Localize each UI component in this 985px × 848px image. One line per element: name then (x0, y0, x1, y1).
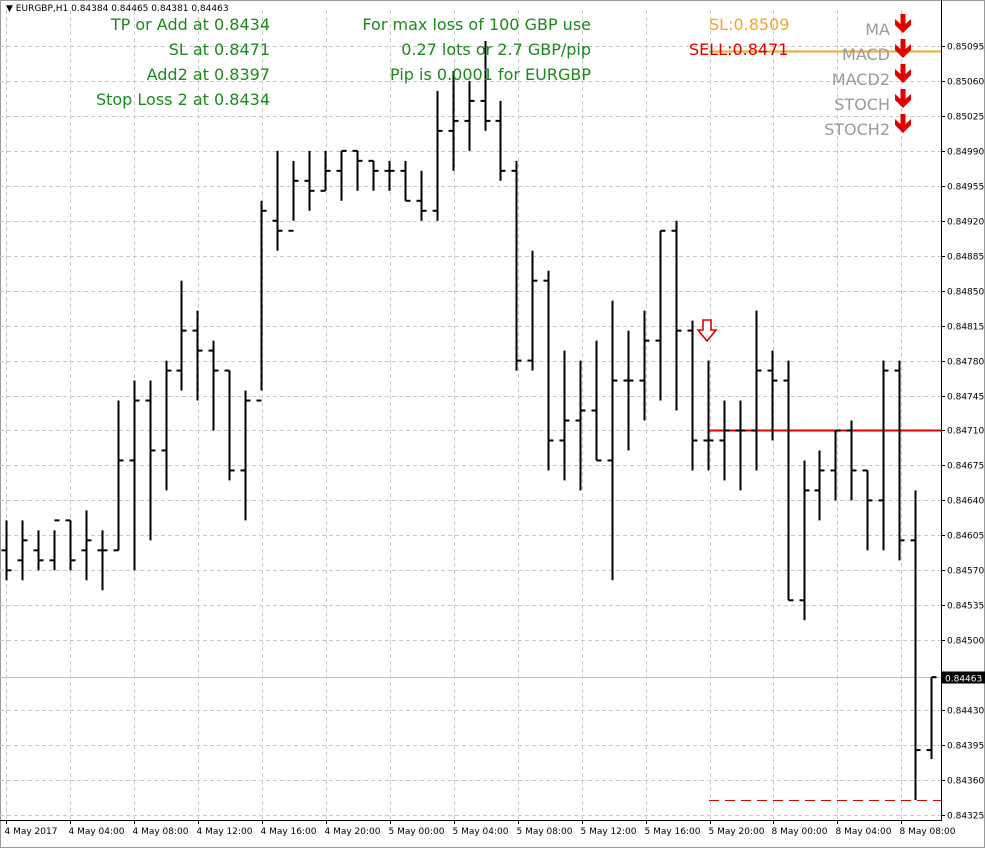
x-tick-label: 8 May 08:00 (900, 827, 956, 837)
indicator-stoch2-label: STOCH2 (824, 120, 890, 139)
tp-add-text: TP or Add at 0.8434 (110, 15, 270, 34)
y-tick-label: 0.84325 (947, 812, 984, 822)
red-down-arrow-icon (895, 14, 911, 33)
symbol-info: EURGBP,H1 0.84384 0.84465 0.84381 0.8446… (15, 4, 229, 14)
x-tick-label: 5 May 16:00 (645, 827, 701, 837)
y-tick-label: 0.84430 (947, 707, 984, 717)
y-tick-label: 0.84535 (947, 602, 984, 612)
y-tick-label: 0.84500 (947, 637, 984, 647)
y-tick-label: 0.84955 (947, 183, 984, 193)
x-tick-label: 4 May 2017 (5, 827, 58, 837)
indicator-macd2-label: MACD2 (831, 70, 890, 89)
indicator-ma-label: MA (865, 20, 890, 39)
red-down-arrow-icon (895, 114, 911, 133)
y-tick-label: 0.84815 (947, 323, 984, 333)
y-tick-label: 0.84570 (947, 567, 984, 577)
x-tick-label: 4 May 08:00 (133, 827, 189, 837)
y-tick-label: 0.84850 (947, 288, 984, 298)
x-tick-label: 5 May 12:00 (581, 827, 637, 837)
y-tick-label: 0.84710 (947, 427, 984, 437)
current-price-box (942, 671, 985, 684)
y-tick-label: 0.84360 (947, 777, 984, 787)
x-tick-label: 4 May 12:00 (197, 827, 253, 837)
pip-text: Pip is 0.0001 for EURGBP (390, 65, 591, 84)
y-tick-label: 0.84990 (947, 148, 984, 158)
x-tick-label: 4 May 04:00 (69, 827, 125, 837)
y-tick-label: 0.84780 (947, 358, 984, 368)
x-tick-label: 8 May 04:00 (836, 827, 892, 837)
max-loss-text: For max loss of 100 GBP use (362, 15, 591, 34)
y-tick-label: 0.84640 (947, 497, 984, 507)
x-tick-label: 5 May 00:00 (389, 827, 445, 837)
y-tick-label: 0.84605 (947, 532, 984, 542)
red-down-arrow-icon (895, 89, 911, 108)
x-tick-label: 5 May 08:00 (517, 827, 573, 837)
y-tick-label: 0.85025 (947, 113, 984, 123)
current-price-label: 0.84463 (945, 675, 982, 685)
symbol-header: ▼ EURGBP,H1 0.84384 0.84465 0.84381 0.84… (6, 4, 229, 14)
y-tick-label: 0.84395 (947, 742, 984, 752)
y-tick-label: 0.84920 (947, 218, 984, 228)
indicator-stoch-label: STOCH (834, 95, 890, 114)
y-tick-label: 0.85095 (947, 43, 984, 53)
x-tick-label: 5 May 04:00 (453, 827, 509, 837)
x-tick-label: 4 May 20:00 (325, 827, 381, 837)
sl-text: SL at 0.8471 (168, 40, 270, 59)
red-down-arrow-icon (895, 64, 911, 83)
x-tick-label: 5 May 20:00 (709, 827, 765, 837)
y-tick-label: 0.84675 (947, 462, 984, 472)
triangle-down-icon[interactable]: ▼ (6, 4, 13, 14)
red-down-arrow-icon (895, 39, 911, 58)
lots-text: 0.27 lots or 2.7 GBP/pip (401, 40, 591, 59)
x-tick-label: 4 May 16:00 (261, 827, 317, 837)
sell-signal-arrow-icon (696, 319, 718, 343)
y-tick-label: 0.84885 (947, 253, 984, 263)
stop-loss2-text: Stop Loss 2 at 0.8434 (95, 90, 270, 109)
indicator-macd-label: MACD (842, 45, 890, 64)
x-tick-label: 8 May 00:00 (772, 827, 828, 837)
y-tick-label: 0.85060 (947, 78, 984, 88)
add2-text: Add2 at 0.8397 (146, 65, 270, 84)
y-tick-label: 0.84745 (947, 393, 984, 403)
sl-level-label: SL:0.8509 (709, 15, 790, 34)
sell-level-label: SELL:0.8471 (689, 40, 789, 59)
